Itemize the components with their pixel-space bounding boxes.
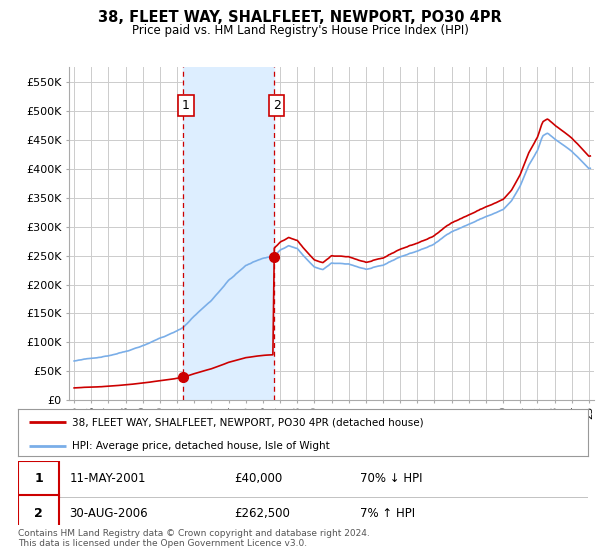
- Text: 30-AUG-2006: 30-AUG-2006: [70, 507, 148, 520]
- Text: 1: 1: [182, 99, 190, 112]
- Text: Contains HM Land Registry data © Crown copyright and database right 2024.: Contains HM Land Registry data © Crown c…: [18, 529, 370, 538]
- FancyBboxPatch shape: [18, 460, 59, 497]
- Text: 11-MAY-2001: 11-MAY-2001: [70, 473, 146, 486]
- Text: 38, FLEET WAY, SHALFLEET, NEWPORT, PO30 4PR: 38, FLEET WAY, SHALFLEET, NEWPORT, PO30 …: [98, 10, 502, 25]
- Text: 38, FLEET WAY, SHALFLEET, NEWPORT, PO30 4PR (detached house): 38, FLEET WAY, SHALFLEET, NEWPORT, PO30 …: [72, 417, 424, 427]
- Text: This data is licensed under the Open Government Licence v3.0.: This data is licensed under the Open Gov…: [18, 539, 307, 548]
- Text: £262,500: £262,500: [235, 507, 290, 520]
- Text: Price paid vs. HM Land Registry's House Price Index (HPI): Price paid vs. HM Land Registry's House …: [131, 24, 469, 36]
- Text: 7% ↑ HPI: 7% ↑ HPI: [360, 507, 415, 520]
- Text: HPI: Average price, detached house, Isle of Wight: HPI: Average price, detached house, Isle…: [72, 441, 330, 451]
- Text: 2: 2: [273, 99, 281, 112]
- Bar: [183, 67, 274, 400]
- FancyBboxPatch shape: [18, 496, 59, 532]
- Text: 1: 1: [34, 473, 43, 486]
- Text: 70% ↓ HPI: 70% ↓ HPI: [360, 473, 422, 486]
- Text: 2: 2: [34, 507, 43, 520]
- Text: £40,000: £40,000: [235, 473, 283, 486]
